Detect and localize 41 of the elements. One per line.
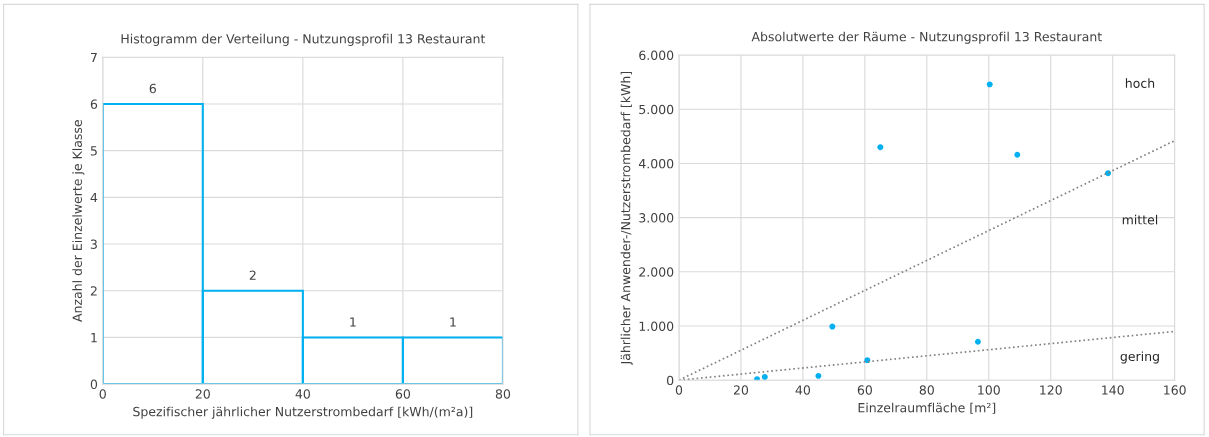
y-axis-title: Anzahl der Einzelwerte je Klasse (72, 120, 85, 322)
y-tick-label: 6.000 (639, 50, 674, 60)
data-label: 2 (249, 270, 256, 280)
y-tick-label: 4 (90, 192, 98, 203)
chart-title: Histogramm der Verteilung - Nutzungsprofil 13 Restaurant (121, 33, 486, 46)
annotation: gering (1120, 351, 1159, 364)
x-tick-label: 60 (395, 389, 411, 399)
chart-title: Absolutwerte der Räume - Nutzungsprofil 13 Restaurant (751, 31, 1102, 44)
x-tick-label: 40 (295, 389, 310, 399)
x-tick-label: 20 (195, 389, 210, 399)
y-tick-label: 1 (91, 333, 97, 343)
x-tick-label: 160 (1164, 385, 1186, 395)
y-tick-label: 2.000 (639, 267, 674, 277)
x-axis-title: Einzelraumfläche [m²] (858, 402, 996, 414)
y-tick-label: 3.000 (639, 213, 674, 223)
x-tick-label: 40 (795, 385, 811, 395)
annotation: mittel (1122, 214, 1158, 225)
y-tick-label: 4.000 (638, 158, 674, 169)
x-tick-label: 20 (733, 385, 749, 395)
y-tick-label: 6 (90, 99, 98, 109)
x-tick-label: 0 (675, 385, 683, 395)
x-tick-label: 100 (978, 385, 1000, 395)
x-tick-label: 140 (1102, 385, 1124, 395)
y-tick-label: 5.000 (639, 104, 674, 115)
x-tick-label: 120 (1040, 385, 1062, 395)
data-label: 1 (350, 317, 356, 327)
y-tick-label: 0 (666, 375, 674, 386)
x-axis-title: Spezifischer jährlicher Nutzerstrombedarf [kWh/(m²a)] (133, 406, 473, 419)
y-tick-label: 3 (90, 239, 97, 249)
y-tick-label: 7 (90, 52, 97, 62)
x-tick-label: 60 (857, 385, 872, 395)
y-axis-title: Jährlicher Anwender-/Nutzerstrombedarf [kWh] (620, 71, 633, 366)
annotation: hoch (1125, 78, 1155, 88)
x-tick-label: 80 (495, 389, 511, 399)
y-tick-label: 2 (90, 286, 97, 296)
data-label: 6 (149, 83, 156, 94)
x-tick-label: 0 (99, 389, 106, 399)
y-tick-label: 1.000 (639, 321, 674, 331)
data-label: 1 (450, 317, 456, 327)
y-tick-label: 5 (90, 146, 97, 156)
x-tick-label: 80 (919, 385, 934, 395)
